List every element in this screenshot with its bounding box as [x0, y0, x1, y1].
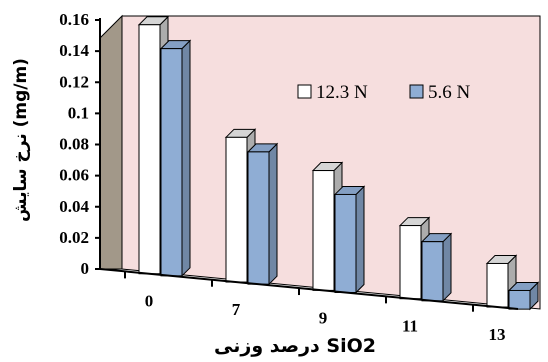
legend: 12.3 N 5.6 N	[297, 82, 471, 103]
y-tick-label: 0.16	[59, 10, 89, 29]
bar-5-6n-11	[420, 232, 453, 303]
x-tick-label: 9	[319, 308, 328, 327]
x-axis-ticks: 0 7 9 11 13	[124, 271, 506, 344]
bar-12-3n-13	[485, 254, 518, 309]
x-tick-label: 13	[489, 325, 506, 344]
y-axis-title: نرخ سایش (mg/m)	[11, 58, 31, 222]
bar-5-6n-9	[333, 185, 366, 294]
x-tick-label: 11	[402, 317, 418, 336]
x-tick-label: 0	[145, 292, 154, 311]
x-axis-line	[99, 268, 519, 310]
bar-5-6n-13	[507, 281, 540, 311]
y-tick-label: 0.12	[59, 72, 89, 91]
legend-swatch-5-6n	[409, 84, 424, 99]
bars	[137, 15, 540, 311]
y-tick-label: 0.1	[68, 103, 89, 122]
y-tick-label: 0.14	[59, 41, 89, 60]
y-tick-label: 0.08	[59, 135, 89, 154]
legend-label-12-3n: 12.3 N	[316, 82, 368, 103]
y-tick-label: 0.04	[59, 197, 89, 216]
legend-swatch-12-3n	[297, 84, 312, 99]
x-tick-label: 7	[232, 300, 241, 319]
y-tick-label: 0.06	[59, 166, 89, 185]
y-tick-label: 0	[81, 259, 90, 278]
x-axis-title: درصد وزنی SiO2	[214, 335, 376, 357]
y-tick-label: 0.02	[59, 228, 89, 247]
bar-5-6n-0	[159, 39, 192, 278]
y-axis-ticks: 0 0.02 0.04 0.06 0.08 0.1 0.12 0.14 0.16	[59, 10, 100, 278]
legend-label-5-6n: 5.6 N	[428, 82, 471, 103]
bar-5-6n-7	[246, 142, 279, 286]
chart-side-wall	[99, 14, 123, 270]
